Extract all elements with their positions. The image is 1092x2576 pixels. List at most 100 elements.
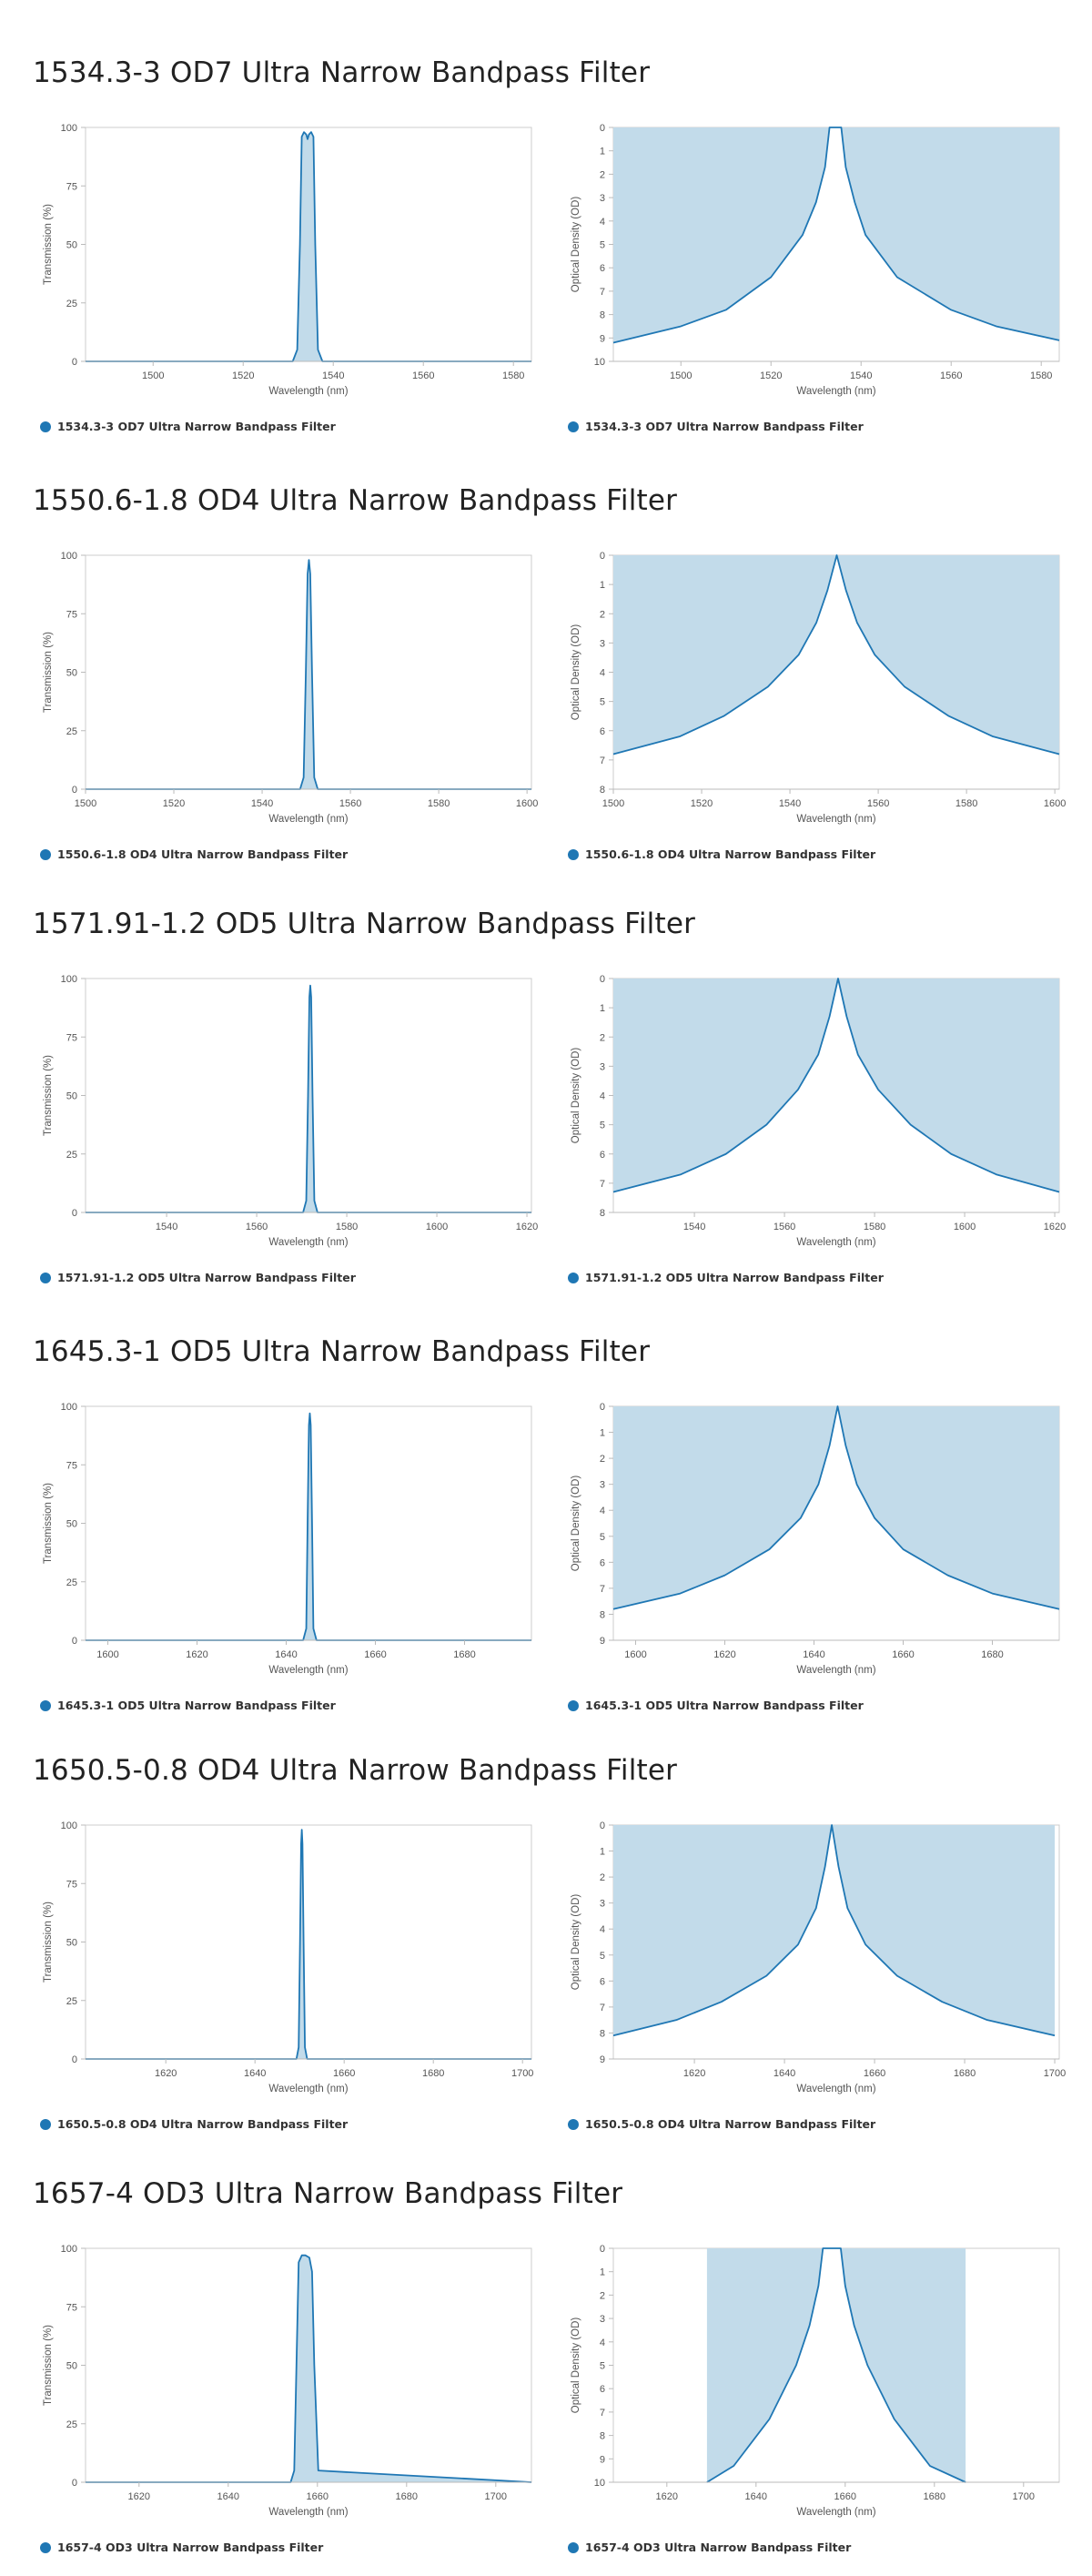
- series-area: [613, 979, 1059, 1192]
- y-axis-title: Transmission (%): [43, 1902, 54, 1983]
- x-tick-label: 1640: [745, 2491, 767, 2502]
- x-tick-label: 1620: [656, 2491, 678, 2502]
- chart-svg: 0 25 50 75 100 1620 1640 1660 1680 1700 Wavelength…: [43, 1820, 533, 2094]
- series-line: [612, 1824, 1056, 2037]
- y-tick-label: 1: [600, 147, 605, 157]
- x-tick-label: 1560: [940, 370, 962, 381]
- y-tick-label: 5: [600, 240, 605, 251]
- transmission-chart: 0 25 50 75 100 1620 1640 1660 1680 1700 Wavelength…: [31, 2244, 577, 2561]
- chart-legend[interactable]: 1657-4 OD3 Ultra Narrow Bandpass Filter: [40, 2541, 323, 2554]
- chart-legend[interactable]: 1645.3-1 OD5 Ultra Narrow Bandpass Filte…: [40, 1699, 336, 1712]
- legend-label: 1645.3-1 OD5 Ultra Narrow Bandpass Filte…: [585, 1699, 864, 1712]
- x-axis-title: Wavelength (nm): [268, 1665, 348, 1676]
- x-tick-label: 1700: [1013, 2491, 1035, 2502]
- x-tick-label: 1660: [307, 2491, 329, 2502]
- chart-svg: 0 1 2 3 4 5 6 7 8 1540 1560 1580 1600 1620 Wavelength …: [571, 974, 1066, 1248]
- legend-label: 1571.91-1.2 OD5 Ultra Narrow Bandpass Fi…: [585, 1271, 884, 1284]
- y-tick-label: 6: [600, 1976, 605, 1987]
- x-tick-label: 1580: [956, 798, 977, 809]
- chart-legend[interactable]: 1650.5-0.8 OD4 Ultra Narrow Bandpass Fil…: [568, 2117, 875, 2131]
- y-tick-label: 6: [600, 726, 605, 737]
- y-tick-label: 9: [600, 2454, 605, 2465]
- y-tick-label: 0: [600, 551, 605, 562]
- x-tick-label: 1600: [516, 798, 538, 809]
- y-tick-label: 25: [66, 1577, 77, 1588]
- y-tick-label: 50: [66, 1091, 77, 1102]
- series-area: [613, 1406, 1059, 1609]
- section-title: 1657-4 OD3 Ultra Narrow Bandpass Filter: [33, 2177, 623, 2210]
- legend-swatch: [40, 2541, 51, 2553]
- x-tick-label: 1580: [336, 1222, 358, 1232]
- legend-swatch: [40, 1699, 51, 1711]
- series-line: [86, 559, 531, 790]
- x-tick-label: 1540: [322, 370, 344, 381]
- filter-section: 1650.5-0.8 OD4 Ultra Narrow Bandpass Fil…: [0, 1698, 1092, 2131]
- x-axis-title: Wavelength (nm): [796, 2507, 875, 2518]
- legend-swatch: [40, 848, 51, 860]
- x-tick-label: 1500: [75, 798, 96, 809]
- chart-legend[interactable]: 1534.3-3 OD7 Ultra Narrow Bandpass Filte…: [40, 420, 336, 433]
- chart-legend[interactable]: 1534.3-3 OD7 Ultra Narrow Bandpass Filte…: [568, 420, 864, 433]
- y-tick-label: 3: [600, 2314, 605, 2325]
- y-tick-label: 100: [61, 2244, 77, 2255]
- series-area: [86, 1413, 531, 1640]
- series-line: [86, 2254, 532, 2483]
- chart-legend[interactable]: 1571.91-1.2 OD5 Ultra Narrow Bandpass Fi…: [568, 1271, 884, 1284]
- legend-label: 1550.6-1.8 OD4 Ultra Narrow Bandpass Fil…: [57, 847, 349, 861]
- y-tick-label: 10: [594, 357, 605, 368]
- series-line: [612, 1405, 1060, 1610]
- x-tick-label: 1580: [1030, 370, 1052, 381]
- chart-legend[interactable]: 1657-4 OD3 Ultra Narrow Bandpass Filter: [568, 2541, 851, 2554]
- y-tick-label: 3: [600, 1899, 605, 1910]
- y-tick-label: 8: [600, 785, 605, 796]
- chart-svg: 0 25 50 75 100 1500 1520 1540 1560 1580 1600 Wavele…: [43, 551, 538, 825]
- section-title: 1550.6-1.8 OD4 Ultra Narrow Bandpass Fil…: [33, 484, 678, 517]
- x-tick-label: 1640: [803, 1649, 824, 1660]
- y-tick-label: 0: [600, 974, 605, 985]
- transmission-chart: 0 25 50 75 100 1620 1640 1660 1680 1700 Wavelength…: [31, 1820, 577, 2137]
- plot-frame: [85, 1824, 532, 2060]
- y-axis-title: Transmission (%): [43, 1055, 54, 1136]
- y-tick-label: 100: [61, 1402, 77, 1413]
- optical-density-chart: 0 1 2 3 4 5 6 7 8 9 1600 1620 1640 1660 1680 Wavelength…: [559, 1402, 1092, 1719]
- y-tick-label: 5: [600, 1121, 605, 1131]
- y-tick-label: 0: [72, 785, 77, 796]
- series-area: [613, 1825, 1056, 2036]
- chart-legend[interactable]: 1650.5-0.8 OD4 Ultra Narrow Bandpass Fil…: [40, 2117, 348, 2131]
- series-area: [706, 2248, 966, 2482]
- x-tick-label: 1620: [128, 2491, 150, 2502]
- chart-svg: 0 25 50 75 100 1540 1560 1580 1600 1620 Wavelength…: [43, 974, 538, 1248]
- x-tick-label: 1620: [1044, 1222, 1066, 1232]
- y-tick-label: 7: [600, 1584, 605, 1595]
- legend-label: 1657-4 OD3 Ultra Narrow Bandpass Filter: [57, 2541, 324, 2554]
- y-tick-label: 6: [600, 263, 605, 274]
- optical-density-chart: 0 1 2 3 4 5 6 7 8 1540 1560 1580 1600 1620 Wavelength …: [559, 974, 1092, 1291]
- y-tick-label: 4: [600, 2338, 605, 2348]
- chart-legend[interactable]: 1645.3-1 OD5 Ultra Narrow Bandpass Filte…: [568, 1699, 864, 1712]
- y-tick-label: 7: [600, 1179, 605, 1190]
- y-tick-label: 0: [600, 123, 605, 134]
- x-tick-label: 1520: [163, 798, 185, 809]
- x-tick-label: 1620: [683, 2068, 705, 2079]
- y-tick-label: 1: [600, 1847, 605, 1858]
- x-tick-label: 1500: [602, 798, 624, 809]
- y-axis-title: Transmission (%): [43, 204, 54, 285]
- y-tick-label: 50: [66, 668, 77, 679]
- series-area: [613, 127, 1059, 343]
- series-line: [706, 2247, 966, 2483]
- y-tick-label: 8: [600, 2028, 605, 2039]
- x-tick-label: 1660: [364, 1649, 386, 1660]
- y-tick-label: 8: [600, 1208, 605, 1219]
- plot-frame: [612, 2247, 1060, 2483]
- x-tick-label: 1680: [924, 2491, 945, 2502]
- series-area: [613, 555, 1059, 755]
- legend-label: 1571.91-1.2 OD5 Ultra Narrow Bandpass Fi…: [57, 1271, 356, 1284]
- filter-section: 1534.3-3 OD7 Ultra Narrow Bandpass Filte…: [0, 0, 1092, 433]
- chart-legend[interactable]: 1550.6-1.8 OD4 Ultra Narrow Bandpass Fil…: [40, 847, 348, 861]
- y-tick-label: 25: [66, 1150, 77, 1161]
- x-tick-label: 1660: [892, 1649, 914, 1660]
- chart-legend[interactable]: 1550.6-1.8 OD4 Ultra Narrow Bandpass Fil…: [568, 847, 875, 861]
- y-tick-label: 4: [600, 1091, 605, 1102]
- series-line: [86, 1412, 531, 1641]
- chart-legend[interactable]: 1571.91-1.2 OD5 Ultra Narrow Bandpass Fi…: [40, 1271, 356, 1284]
